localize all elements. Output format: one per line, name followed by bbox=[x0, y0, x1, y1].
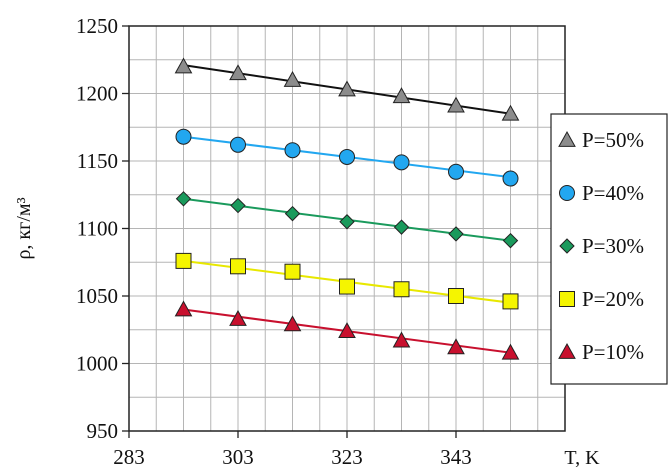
legend-item: P=40% bbox=[559, 181, 644, 205]
data-point bbox=[448, 288, 464, 304]
x-axis-ticks: 283 303 323 343 bbox=[113, 431, 472, 469]
series-4 bbox=[175, 252, 519, 310]
y-axis-label: ρ, кг/м³ bbox=[13, 197, 35, 259]
legend-item: P=10% bbox=[558, 340, 644, 364]
legend-label: P=10% bbox=[582, 340, 644, 364]
data-point bbox=[447, 338, 465, 355]
data-point bbox=[393, 154, 410, 171]
x-axis-label: T, K bbox=[564, 447, 600, 469]
y-tick-label: 1000 bbox=[76, 352, 118, 376]
data-point bbox=[283, 70, 302, 87]
data-point bbox=[230, 197, 246, 214]
data-point bbox=[393, 281, 410, 298]
y-tick-label: 950 bbox=[87, 419, 119, 443]
legend-label: P=40% bbox=[582, 181, 644, 205]
series-1 bbox=[174, 57, 520, 121]
data-point bbox=[229, 309, 247, 326]
y-axis-ticks: 950 1000 1050 1100 1150 1200 1250 bbox=[76, 14, 129, 443]
legend-item: P=20% bbox=[559, 287, 644, 311]
data-point bbox=[174, 57, 193, 74]
y-tick-label: 1150 bbox=[77, 149, 118, 173]
data-point bbox=[392, 87, 411, 104]
data-point bbox=[284, 263, 301, 280]
data-point bbox=[393, 219, 410, 235]
data-point bbox=[174, 300, 193, 317]
data-point bbox=[175, 128, 192, 145]
data-point bbox=[338, 322, 356, 338]
legend-item: P=30% bbox=[559, 234, 644, 258]
series-layer bbox=[174, 57, 520, 360]
data-point bbox=[175, 252, 192, 269]
series-5 bbox=[174, 300, 520, 360]
data-point bbox=[283, 315, 302, 332]
data-point bbox=[284, 142, 301, 159]
x-tick-label: 303 bbox=[222, 445, 254, 469]
data-point bbox=[447, 96, 465, 113]
y-tick-label: 1050 bbox=[76, 284, 118, 308]
data-point bbox=[339, 214, 355, 230]
legend-marker bbox=[559, 238, 575, 254]
legend-marker bbox=[558, 342, 576, 359]
data-point bbox=[502, 170, 519, 187]
legend-item: P=50% bbox=[558, 128, 644, 152]
legend: P=50% P=40% P=30% P=20% P=10% bbox=[550, 113, 668, 385]
data-point bbox=[230, 258, 246, 275]
legend-marker bbox=[558, 130, 576, 147]
y-tick-label: 1200 bbox=[76, 82, 118, 106]
data-point bbox=[502, 232, 519, 249]
series-2 bbox=[175, 128, 519, 187]
data-point bbox=[338, 80, 356, 97]
legend-label: P=50% bbox=[582, 128, 644, 152]
data-point bbox=[502, 293, 519, 310]
data-point bbox=[339, 278, 355, 295]
data-point bbox=[448, 226, 464, 242]
y-tick-label: 1250 bbox=[76, 14, 118, 38]
data-point bbox=[175, 191, 192, 207]
data-point bbox=[501, 104, 520, 121]
y-tick-label: 1100 bbox=[77, 217, 118, 241]
data-point bbox=[501, 343, 520, 360]
legend-label: P=20% bbox=[582, 287, 644, 311]
x-tick-label: 323 bbox=[331, 445, 363, 469]
legend-marker bbox=[559, 185, 575, 201]
series-3 bbox=[175, 191, 519, 249]
data-point bbox=[230, 136, 246, 153]
data-point bbox=[448, 163, 464, 180]
data-point bbox=[284, 205, 301, 222]
legend-label: P=30% bbox=[582, 234, 644, 258]
data-point bbox=[392, 331, 411, 348]
data-point bbox=[339, 148, 355, 165]
legend-marker bbox=[559, 291, 575, 307]
x-tick-label: 343 bbox=[440, 445, 472, 469]
x-tick-label: 283 bbox=[113, 445, 145, 469]
data-point bbox=[229, 64, 247, 81]
